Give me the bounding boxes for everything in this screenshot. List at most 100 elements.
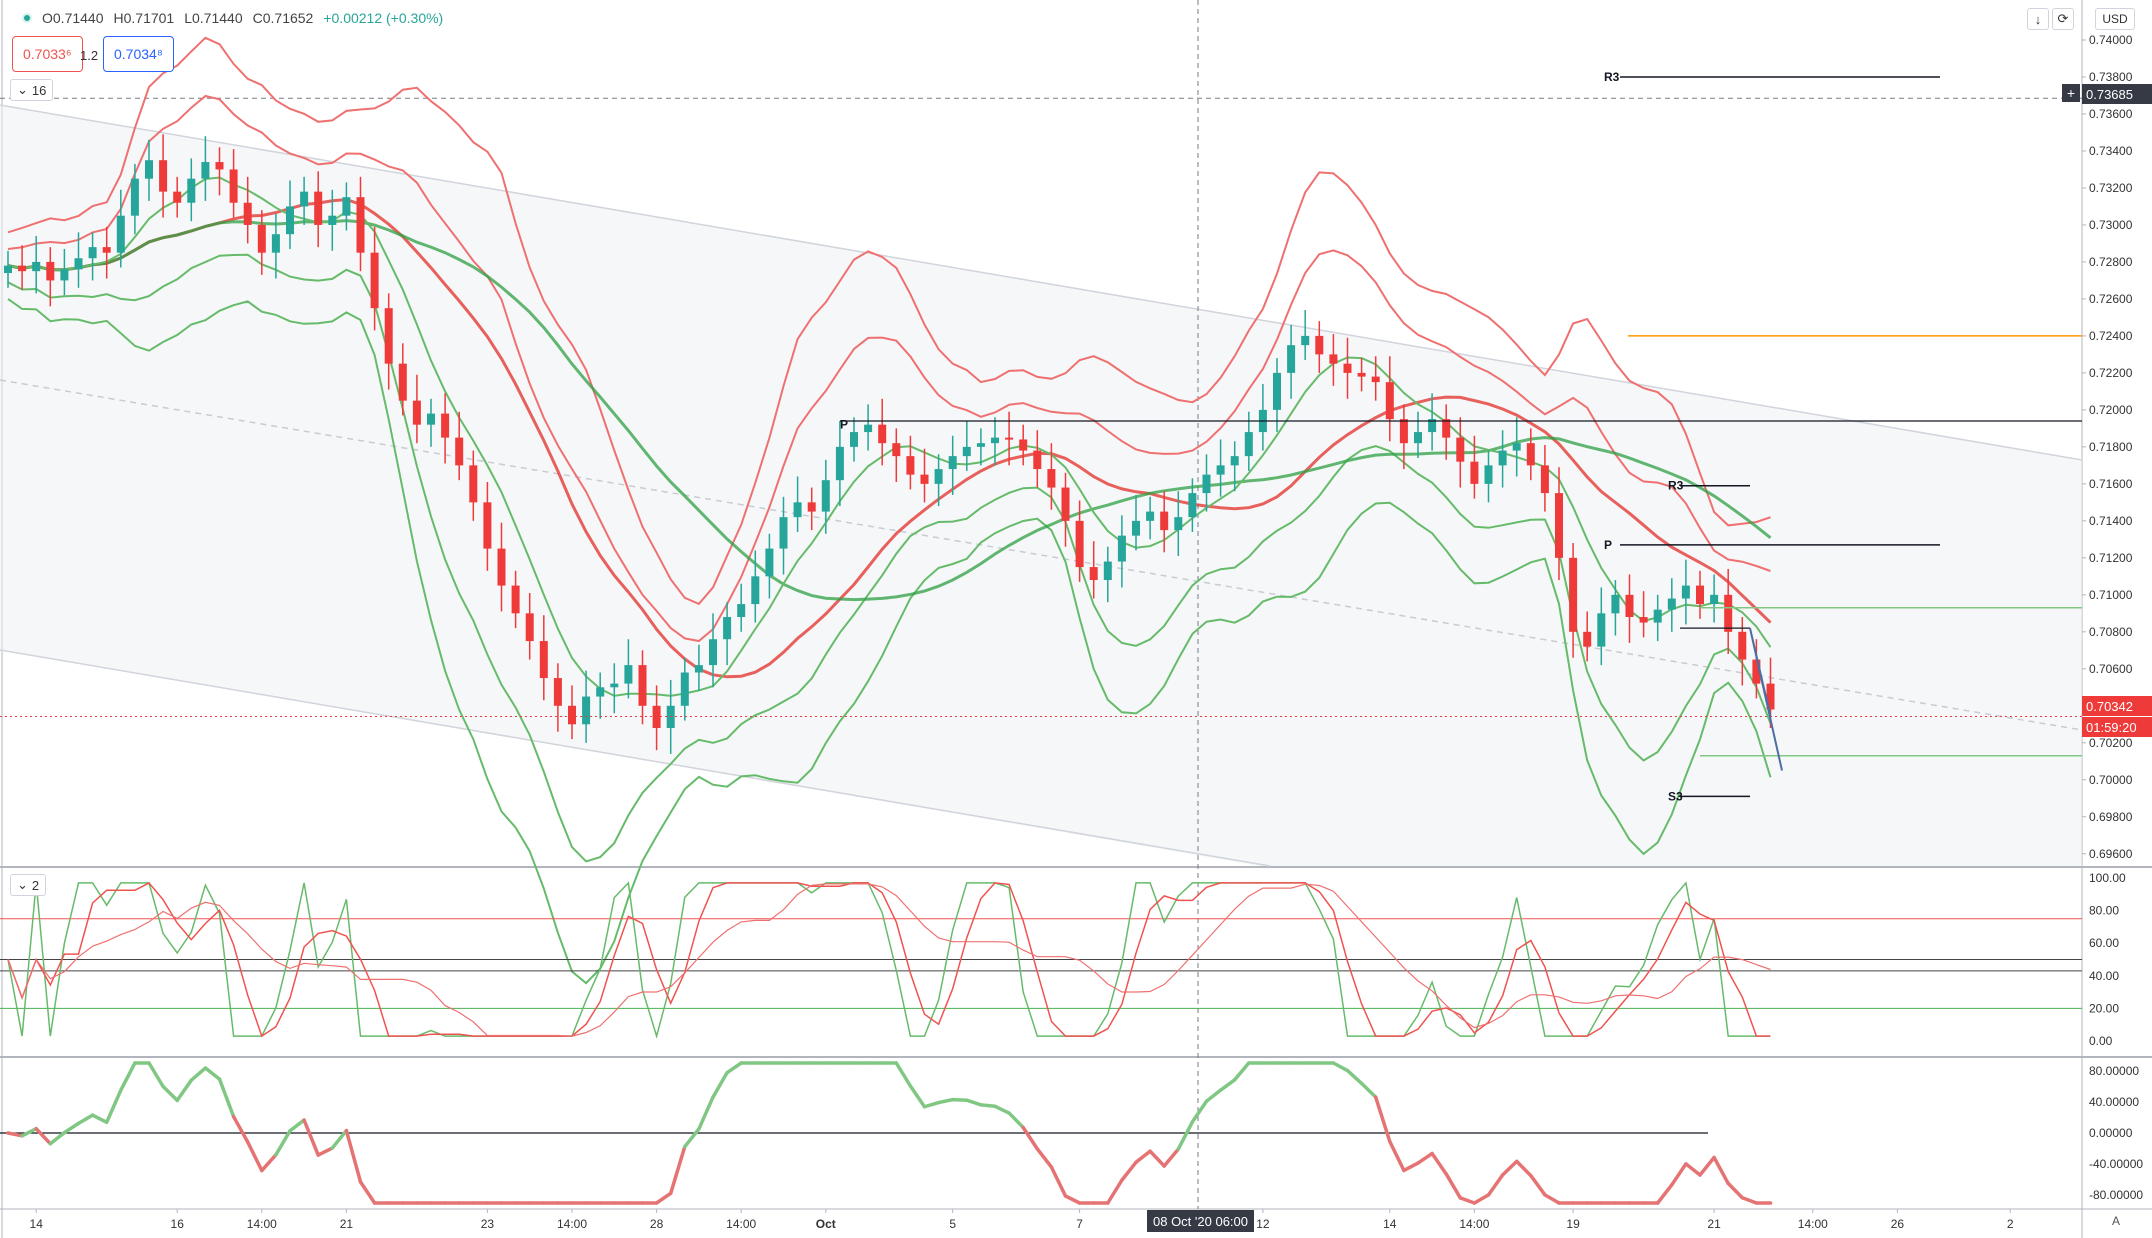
candle [1512, 417, 1521, 477]
stochastic-axis-label: 100.00 [2089, 871, 2126, 885]
time-axis-label: 14 [1383, 1217, 1397, 1231]
candle-body [1117, 535, 1126, 562]
candle-body [525, 613, 534, 642]
candle-body [821, 480, 830, 512]
candle-body [948, 456, 957, 470]
candle [1146, 496, 1155, 540]
candle-body [1273, 372, 1281, 410]
candle-body [32, 261, 41, 272]
momentum-segment [1021, 1125, 1040, 1151]
moving-average-fast [7, 176, 1772, 697]
candle [525, 592, 534, 660]
candle-body [102, 247, 111, 253]
spread-value: 1.2 [80, 48, 99, 63]
candle-body [370, 252, 379, 309]
candle [723, 602, 732, 666]
chevron-down-icon: ⌄ [17, 877, 28, 892]
candle [1555, 467, 1563, 581]
candle-body [1385, 382, 1394, 420]
price-axis-label: 0.73000 [2089, 218, 2133, 232]
candle [779, 496, 788, 575]
price-pane[interactable]: R3 P R3 P S3 [0, 36, 2082, 985]
candle [4, 250, 12, 288]
candle-body [1287, 345, 1296, 373]
stochastic-pane[interactable] [0, 881, 2082, 1039]
candle-body [1230, 456, 1239, 466]
momentum-segment [1204, 1088, 1223, 1104]
candle [934, 454, 943, 507]
candle [215, 147, 224, 196]
candle-body [723, 617, 732, 640]
main-pane-collapse-button[interactable]: ⌄ 16 [10, 79, 54, 101]
candle [201, 136, 210, 201]
currency-button[interactable]: USD [2095, 8, 2135, 30]
moving-average-green [7, 219, 1772, 602]
channel-upper-line [0, 104, 2083, 461]
candle-body [215, 162, 224, 170]
momentum-pane[interactable] [0, 1061, 1773, 1205]
candle-body [765, 548, 774, 577]
bar-countdown-label: 01:59:20 [2082, 717, 2152, 737]
candle-body [1639, 617, 1648, 623]
scroll-down-button[interactable]: ↓ [2027, 8, 2049, 30]
momentum-segment [1176, 1120, 1195, 1151]
candle-body [737, 604, 746, 618]
candle-body [60, 269, 69, 281]
last-price-label: 0.70342 [2082, 696, 2152, 716]
candle [807, 487, 816, 531]
candle-body [1526, 443, 1535, 466]
price-axis-label: 0.74000 [2089, 33, 2133, 47]
candle-body [1569, 557, 1578, 632]
reset-button[interactable]: ⟳ [2052, 8, 2074, 30]
momentum-segment [993, 1104, 1011, 1115]
sell-button[interactable]: 0.7033⁶ [12, 36, 83, 72]
candle [511, 570, 520, 629]
candle-body [483, 502, 492, 549]
candle [610, 663, 619, 714]
candle [398, 343, 407, 416]
candle-body [1216, 465, 1225, 475]
candle [1188, 478, 1197, 532]
candle [145, 139, 153, 201]
oscillator-pane-collapse-button[interactable]: ⌄ 2 [10, 874, 47, 896]
momentum-segment [358, 1180, 377, 1205]
momentum-segment [1486, 1173, 1505, 1197]
time-axis-label: 28 [650, 1217, 664, 1231]
momentum-segment [147, 1061, 165, 1089]
price-axis-label: 0.72600 [2089, 292, 2133, 306]
momentum-axis-label: -40.00000 [2089, 1157, 2143, 1171]
buy-button[interactable]: 0.7034⁸ [103, 36, 174, 72]
candle [553, 663, 562, 732]
add-alert-plus-icon[interactable]: + [2062, 84, 2080, 102]
price-axis-label: 0.70000 [2089, 773, 2133, 787]
candle [1160, 491, 1169, 553]
candle [102, 226, 111, 279]
candle [694, 644, 703, 691]
candle [187, 158, 196, 222]
momentum-segment [48, 1130, 67, 1146]
auto-scale-button[interactable]: A [2112, 1214, 2121, 1228]
candle [1470, 435, 1479, 499]
candle [116, 189, 125, 268]
momentum-segment [1106, 1178, 1124, 1205]
candle-body [864, 424, 873, 433]
candle-body [356, 197, 365, 253]
momentum-segment [936, 1097, 955, 1105]
momentum-segment [1655, 1183, 1674, 1205]
market-status-icon [22, 13, 32, 23]
candle [271, 213, 280, 279]
pivot-label-r3-top: R3 [1604, 70, 1620, 84]
candle [1724, 568, 1733, 655]
price-axis-label: 0.71800 [2089, 440, 2133, 454]
price-axis-label: 0.70600 [2089, 662, 2133, 676]
candle [624, 639, 633, 699]
candle-body [976, 443, 985, 447]
candle-body [511, 585, 520, 614]
candle [483, 482, 492, 571]
candle [596, 672, 605, 719]
time-axis-label: 21 [340, 1217, 354, 1231]
candle [976, 428, 985, 466]
candle-body [1357, 372, 1366, 377]
candle [243, 176, 252, 244]
